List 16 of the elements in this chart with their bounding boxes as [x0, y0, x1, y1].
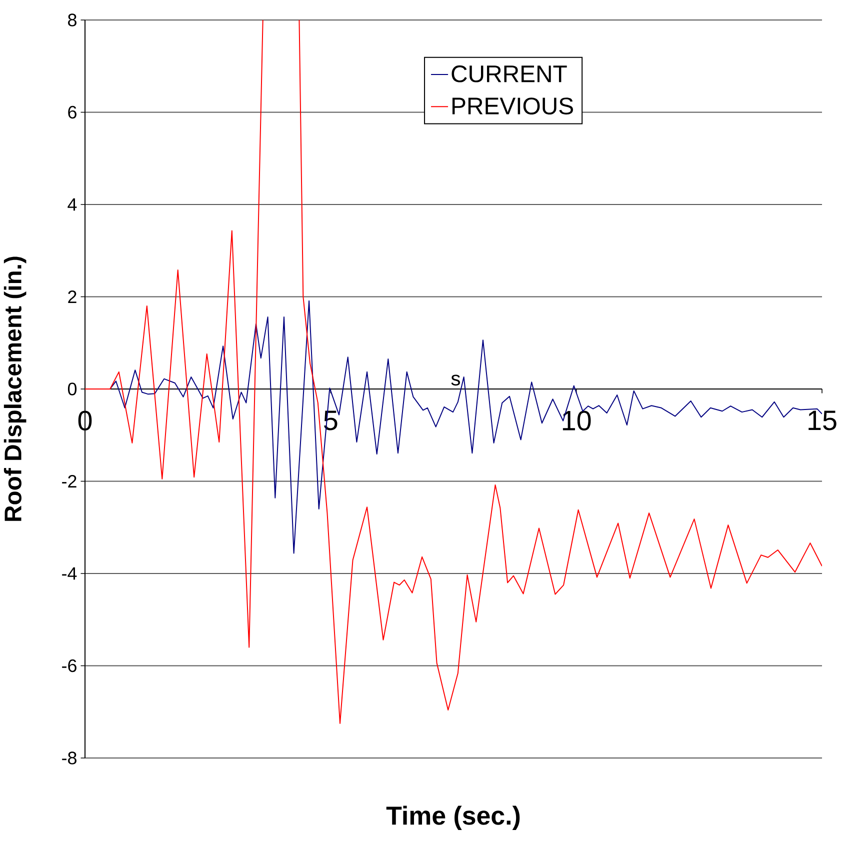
- annotation: s: [451, 374, 460, 386]
- y-tick-label: -2: [62, 474, 76, 488]
- y-axis-title: Roof Displacement (in.): [4, 256, 26, 521]
- y-tick-label: -4: [62, 567, 77, 580]
- y-tick-label: -8: [62, 752, 76, 764]
- y-tick-label: 8: [68, 14, 76, 26]
- y-tick-label: 0: [68, 382, 77, 396]
- y-tick-label: 2: [68, 290, 76, 303]
- x-axis-title: Time (sec.): [386, 806, 520, 830]
- legend-label: PREVIOUS: [452, 98, 573, 114]
- x-tick-label: 10: [562, 410, 591, 431]
- x-tick-label: 15: [808, 410, 836, 430]
- legend-label: CURRENT: [452, 65, 567, 82]
- y-tick-label: 4: [68, 198, 77, 211]
- y-tick-label: 6: [68, 106, 76, 119]
- y-tick-label: -6: [62, 659, 76, 672]
